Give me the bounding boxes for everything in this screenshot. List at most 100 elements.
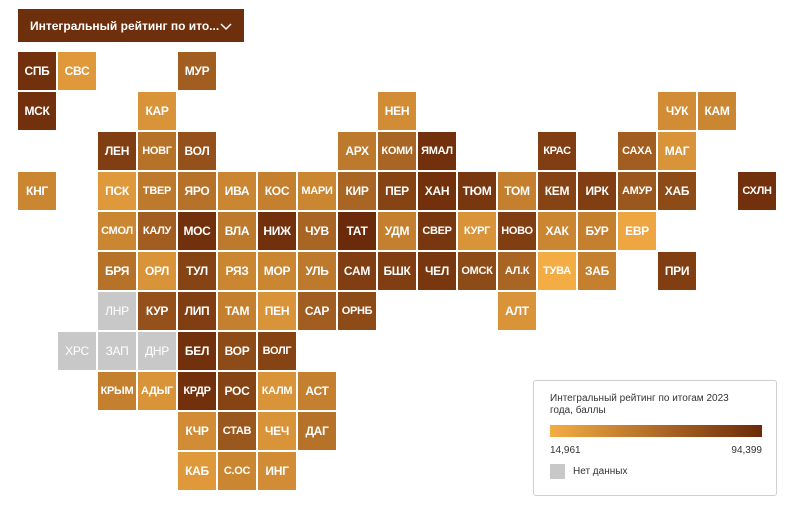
region-tile[interactable]: АДЫГ — [138, 372, 176, 410]
region-tile[interactable]: КЧР — [178, 412, 216, 450]
region-tile[interactable]: ЧЕЧ — [258, 412, 296, 450]
region-tile[interactable]: ВЛА — [218, 212, 256, 250]
region-tile[interactable]: МАГ — [658, 132, 696, 170]
region-tile[interactable]: САМ — [338, 252, 376, 290]
region-tile[interactable]: ЗАБ — [578, 252, 616, 290]
region-tile[interactable]: ДАГ — [298, 412, 336, 450]
region-tile[interactable]: ИНГ — [258, 452, 296, 490]
region-tile[interactable]: ЕВР — [618, 212, 656, 250]
region-tile[interactable]: АЛ.К — [498, 252, 536, 290]
region-tile[interactable]: КЕМ — [538, 172, 576, 210]
region-tile[interactable]: НОВГ — [138, 132, 176, 170]
region-tile[interactable]: ДНР — [138, 332, 176, 370]
region-tile[interactable]: ТВЕР — [138, 172, 176, 210]
region-tile[interactable]: ТОМ — [498, 172, 536, 210]
region-tile[interactable]: ТЮМ — [458, 172, 496, 210]
region-tile[interactable]: ЛНР — [98, 292, 136, 330]
region-tile[interactable]: СВС — [58, 52, 96, 90]
region-tile[interactable]: ПРИ — [658, 252, 696, 290]
region-tile[interactable]: ВОР — [218, 332, 256, 370]
region-tile[interactable]: БЕЛ — [178, 332, 216, 370]
region-tile[interactable]: ПСК — [98, 172, 136, 210]
region-tile[interactable]: ЯМАЛ — [418, 132, 456, 170]
region-tile[interactable]: КРДР — [178, 372, 216, 410]
region-tile[interactable]: САХА — [618, 132, 656, 170]
region-tile[interactable]: СВЕР — [418, 212, 456, 250]
region-tile[interactable]: ЯРО — [178, 172, 216, 210]
region-tile[interactable]: ЛИП — [178, 292, 216, 330]
indicator-dropdown-label: Интегральный рейтинг по ито... — [30, 18, 220, 33]
region-tile[interactable]: ХАН — [418, 172, 456, 210]
region-tile[interactable]: ЧЕЛ — [418, 252, 456, 290]
region-tile[interactable]: ХАБ — [658, 172, 696, 210]
region-tile[interactable]: УЛЬ — [298, 252, 336, 290]
region-tile[interactable]: ОРНБ — [338, 292, 376, 330]
region-tile[interactable]: КРАС — [538, 132, 576, 170]
region-tile[interactable]: СМОЛ — [98, 212, 136, 250]
region-tile[interactable]: КАМ — [698, 92, 736, 130]
region-tile[interactable]: ИВА — [218, 172, 256, 210]
region-tile[interactable]: ОМСК — [458, 252, 496, 290]
region-tile[interactable]: БУР — [578, 212, 616, 250]
region-tile[interactable]: ВОЛГ — [258, 332, 296, 370]
region-tile[interactable]: КОМИ — [378, 132, 416, 170]
region-tile[interactable]: ХАК — [538, 212, 576, 250]
legend-min-label: 14,961 — [550, 445, 581, 456]
region-tile[interactable]: УДМ — [378, 212, 416, 250]
region-tile[interactable]: КУР — [138, 292, 176, 330]
region-tile[interactable]: МАРИ — [298, 172, 336, 210]
region-tile[interactable]: НИЖ — [258, 212, 296, 250]
region-tile[interactable]: ЗАП — [98, 332, 136, 370]
region-tile[interactable]: КАР — [138, 92, 176, 130]
region-tile[interactable]: ВОЛ — [178, 132, 216, 170]
legend-title: Интегральный рейтинг по итогам 2023 года… — [550, 393, 729, 416]
region-tile[interactable]: ЧУК — [658, 92, 696, 130]
region-tile[interactable]: ТУЛ — [178, 252, 216, 290]
region-tile[interactable]: САР — [298, 292, 336, 330]
chevron-down-icon — [220, 22, 232, 30]
region-tile[interactable]: РЯЗ — [218, 252, 256, 290]
region-tile[interactable]: КАЛУ — [138, 212, 176, 250]
region-tile[interactable]: НЕН — [378, 92, 416, 130]
region-tile[interactable]: ПЕР — [378, 172, 416, 210]
region-tile[interactable]: КОС — [258, 172, 296, 210]
region-tile[interactable]: ОРЛ — [138, 252, 176, 290]
region-tile[interactable]: АМУР — [618, 172, 656, 210]
region-tile[interactable]: С.ОС — [218, 452, 256, 490]
region-tile[interactable]: КРЫМ — [98, 372, 136, 410]
legend-color-scale — [550, 425, 762, 437]
region-tile[interactable]: СТАВ — [218, 412, 256, 450]
region-tile[interactable]: НОВО — [498, 212, 536, 250]
region-tile[interactable]: АРХ — [338, 132, 376, 170]
legend-nodata-swatch — [550, 464, 565, 479]
region-tile[interactable]: СПБ — [18, 52, 56, 90]
region-tile[interactable]: БШК — [378, 252, 416, 290]
region-tile[interactable]: КАБ — [178, 452, 216, 490]
indicator-dropdown[interactable]: Интегральный рейтинг по ито... — [18, 9, 244, 42]
region-tile[interactable]: КНГ — [18, 172, 56, 210]
region-tile[interactable]: ТАТ — [338, 212, 376, 250]
region-tile[interactable]: РОС — [218, 372, 256, 410]
region-tile[interactable]: КУРГ — [458, 212, 496, 250]
region-tile[interactable]: ЧУВ — [298, 212, 336, 250]
legend-max-label: 94,399 — [731, 445, 762, 456]
region-tile[interactable]: МСК — [18, 92, 56, 130]
region-tile[interactable]: ХРС — [58, 332, 96, 370]
region-tile[interactable]: КАЛМ — [258, 372, 296, 410]
region-tile[interactable]: АЛТ — [498, 292, 536, 330]
region-tile[interactable]: ТАМ — [218, 292, 256, 330]
region-tile[interactable]: МУР — [178, 52, 216, 90]
region-tile[interactable]: ТУВА — [538, 252, 576, 290]
region-tile[interactable]: АСТ — [298, 372, 336, 410]
region-tile[interactable]: КИР — [338, 172, 376, 210]
region-tile[interactable]: ПЕН — [258, 292, 296, 330]
region-tile[interactable]: СХЛН — [738, 172, 776, 210]
legend-nodata-label: Нет данных — [573, 466, 628, 477]
region-tile[interactable]: ЛЕН — [98, 132, 136, 170]
region-tile[interactable]: ИРК — [578, 172, 616, 210]
region-tile[interactable]: МОР — [258, 252, 296, 290]
legend: Интегральный рейтинг по итогам 2023 года… — [533, 380, 777, 496]
region-tile[interactable]: МОС — [178, 212, 216, 250]
region-tile[interactable]: БРЯ — [98, 252, 136, 290]
